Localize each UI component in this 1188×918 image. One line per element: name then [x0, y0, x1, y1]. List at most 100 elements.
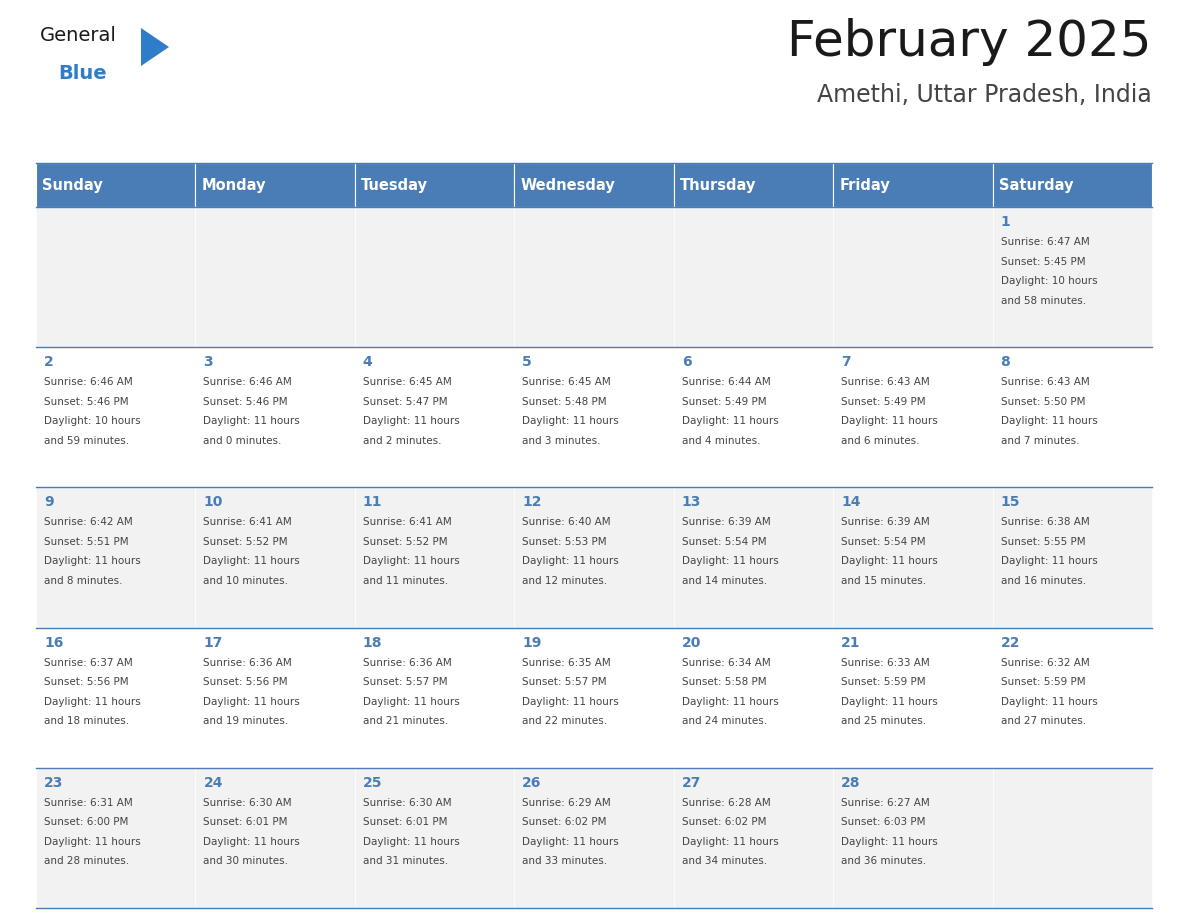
- Text: Sunrise: 6:41 AM: Sunrise: 6:41 AM: [362, 518, 451, 528]
- Text: 4: 4: [362, 355, 373, 369]
- Text: and 16 minutes.: and 16 minutes.: [1000, 576, 1086, 586]
- Text: Daylight: 11 hours: Daylight: 11 hours: [682, 556, 778, 566]
- Text: February 2025: February 2025: [788, 18, 1152, 66]
- Text: 7: 7: [841, 355, 851, 369]
- Bar: [674, 163, 833, 207]
- Bar: [674, 628, 833, 767]
- Bar: [833, 628, 992, 767]
- Bar: [833, 163, 992, 207]
- Text: and 10 minutes.: and 10 minutes.: [203, 576, 289, 586]
- Text: 2: 2: [44, 355, 53, 369]
- Text: Sunrise: 6:43 AM: Sunrise: 6:43 AM: [841, 377, 930, 387]
- Text: Sunday: Sunday: [43, 177, 103, 193]
- Text: Daylight: 11 hours: Daylight: 11 hours: [841, 697, 937, 707]
- Text: Daylight: 11 hours: Daylight: 11 hours: [44, 556, 140, 566]
- Text: Sunset: 5:49 PM: Sunset: 5:49 PM: [841, 397, 925, 407]
- Text: Daylight: 11 hours: Daylight: 11 hours: [523, 416, 619, 426]
- Text: and 34 minutes.: and 34 minutes.: [682, 856, 766, 867]
- Text: Daylight: 11 hours: Daylight: 11 hours: [44, 837, 140, 846]
- Text: Daylight: 11 hours: Daylight: 11 hours: [362, 697, 460, 707]
- Bar: [36, 207, 196, 347]
- Text: Sunrise: 6:39 AM: Sunrise: 6:39 AM: [682, 518, 771, 528]
- Text: 25: 25: [362, 776, 383, 789]
- Text: and 18 minutes.: and 18 minutes.: [44, 716, 129, 726]
- Text: and 36 minutes.: and 36 minutes.: [841, 856, 927, 867]
- Polygon shape: [141, 28, 169, 66]
- Text: and 0 minutes.: and 0 minutes.: [203, 436, 282, 446]
- Text: Daylight: 11 hours: Daylight: 11 hours: [1000, 556, 1098, 566]
- Bar: [833, 487, 992, 628]
- Text: Daylight: 11 hours: Daylight: 11 hours: [841, 416, 937, 426]
- Text: Daylight: 11 hours: Daylight: 11 hours: [523, 556, 619, 566]
- Text: Daylight: 11 hours: Daylight: 11 hours: [362, 837, 460, 846]
- Text: and 6 minutes.: and 6 minutes.: [841, 436, 920, 446]
- Text: 15: 15: [1000, 496, 1020, 509]
- Bar: [196, 163, 355, 207]
- Text: 26: 26: [523, 776, 542, 789]
- Bar: [196, 628, 355, 767]
- Text: Sunset: 5:56 PM: Sunset: 5:56 PM: [44, 677, 128, 687]
- Text: Sunrise: 6:40 AM: Sunrise: 6:40 AM: [523, 518, 611, 528]
- Text: and 4 minutes.: and 4 minutes.: [682, 436, 760, 446]
- Text: Daylight: 11 hours: Daylight: 11 hours: [841, 556, 937, 566]
- Text: and 11 minutes.: and 11 minutes.: [362, 576, 448, 586]
- Text: Daylight: 11 hours: Daylight: 11 hours: [841, 837, 937, 846]
- Bar: [992, 347, 1152, 487]
- Text: and 14 minutes.: and 14 minutes.: [682, 576, 766, 586]
- Text: and 2 minutes.: and 2 minutes.: [362, 436, 442, 446]
- Text: Sunset: 6:01 PM: Sunset: 6:01 PM: [203, 817, 287, 827]
- Text: 24: 24: [203, 776, 223, 789]
- Text: Sunrise: 6:36 AM: Sunrise: 6:36 AM: [362, 657, 451, 667]
- Text: Sunset: 5:57 PM: Sunset: 5:57 PM: [523, 677, 607, 687]
- Text: 8: 8: [1000, 355, 1010, 369]
- Text: Thursday: Thursday: [680, 177, 757, 193]
- Text: Sunset: 5:56 PM: Sunset: 5:56 PM: [203, 677, 287, 687]
- Text: Sunrise: 6:41 AM: Sunrise: 6:41 AM: [203, 518, 292, 528]
- Text: Daylight: 11 hours: Daylight: 11 hours: [682, 837, 778, 846]
- Bar: [674, 767, 833, 908]
- Text: Daylight: 11 hours: Daylight: 11 hours: [203, 837, 301, 846]
- Text: 27: 27: [682, 776, 701, 789]
- Text: Sunset: 5:46 PM: Sunset: 5:46 PM: [44, 397, 128, 407]
- Text: Monday: Monday: [202, 177, 266, 193]
- Text: 13: 13: [682, 496, 701, 509]
- Text: and 21 minutes.: and 21 minutes.: [362, 716, 448, 726]
- Bar: [36, 628, 196, 767]
- Bar: [833, 207, 992, 347]
- Text: Sunrise: 6:36 AM: Sunrise: 6:36 AM: [203, 657, 292, 667]
- Text: and 25 minutes.: and 25 minutes.: [841, 716, 927, 726]
- Text: Sunset: 6:01 PM: Sunset: 6:01 PM: [362, 817, 448, 827]
- Bar: [514, 163, 674, 207]
- Text: 17: 17: [203, 635, 223, 650]
- Bar: [514, 767, 674, 908]
- Bar: [355, 207, 514, 347]
- Text: 9: 9: [44, 496, 53, 509]
- Text: 20: 20: [682, 635, 701, 650]
- Text: and 22 minutes.: and 22 minutes.: [523, 716, 607, 726]
- Text: Saturday: Saturday: [999, 177, 1074, 193]
- Text: General: General: [40, 26, 116, 45]
- Text: 16: 16: [44, 635, 63, 650]
- Text: Daylight: 10 hours: Daylight: 10 hours: [1000, 276, 1098, 286]
- Text: Sunrise: 6:44 AM: Sunrise: 6:44 AM: [682, 377, 771, 387]
- Text: Sunset: 5:59 PM: Sunset: 5:59 PM: [841, 677, 925, 687]
- Bar: [196, 487, 355, 628]
- Bar: [355, 767, 514, 908]
- Text: Amethi, Uttar Pradesh, India: Amethi, Uttar Pradesh, India: [817, 83, 1152, 107]
- Text: Sunrise: 6:45 AM: Sunrise: 6:45 AM: [362, 377, 451, 387]
- Bar: [355, 163, 514, 207]
- Bar: [196, 767, 355, 908]
- Text: Sunset: 5:59 PM: Sunset: 5:59 PM: [1000, 677, 1085, 687]
- Text: 3: 3: [203, 355, 213, 369]
- Bar: [992, 767, 1152, 908]
- Text: 28: 28: [841, 776, 860, 789]
- Text: 23: 23: [44, 776, 63, 789]
- Bar: [992, 628, 1152, 767]
- Text: and 28 minutes.: and 28 minutes.: [44, 856, 129, 867]
- Text: Daylight: 11 hours: Daylight: 11 hours: [203, 416, 301, 426]
- Text: Sunrise: 6:33 AM: Sunrise: 6:33 AM: [841, 657, 930, 667]
- Text: 18: 18: [362, 635, 383, 650]
- Text: Sunset: 5:54 PM: Sunset: 5:54 PM: [841, 537, 925, 547]
- Text: 21: 21: [841, 635, 860, 650]
- Text: 10: 10: [203, 496, 223, 509]
